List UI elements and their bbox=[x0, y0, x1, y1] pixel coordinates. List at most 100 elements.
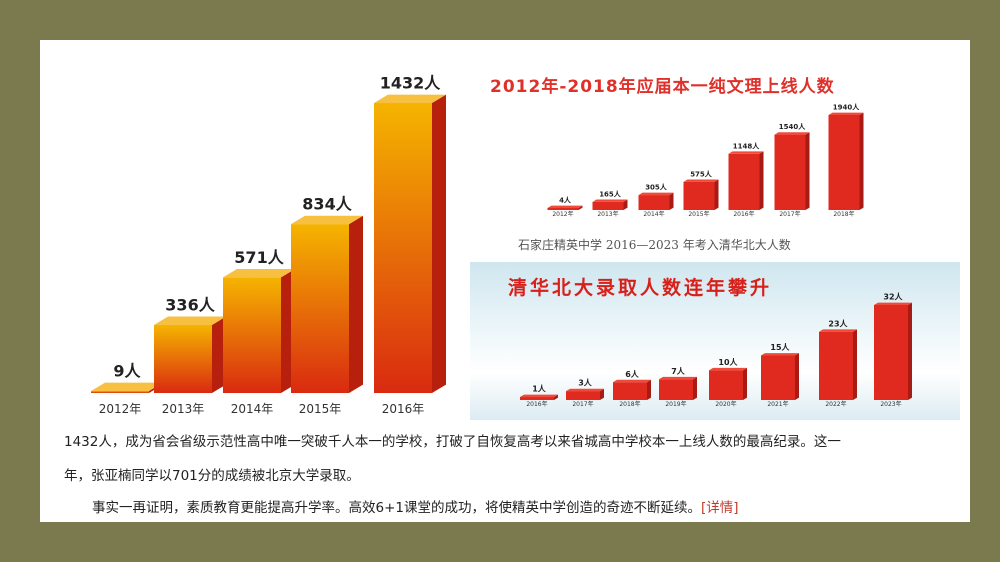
bar-top bbox=[520, 394, 558, 398]
data-label: 571人 bbox=[234, 248, 284, 267]
bar-top bbox=[819, 329, 857, 332]
data-label: 7人 bbox=[671, 366, 686, 376]
bar-top bbox=[683, 179, 719, 182]
category-label: 2018年 bbox=[619, 400, 640, 408]
bar-side bbox=[805, 132, 810, 210]
data-label: 1540人 bbox=[779, 122, 806, 131]
bar-side bbox=[432, 94, 446, 393]
data-label: 10人 bbox=[718, 357, 738, 367]
bar-top bbox=[374, 94, 446, 103]
bar-side bbox=[859, 112, 864, 210]
category-label: 2020年 bbox=[715, 400, 736, 408]
bar-top bbox=[547, 205, 583, 208]
category-label: 2017年 bbox=[779, 210, 800, 218]
bar-side bbox=[647, 379, 651, 400]
bar-top bbox=[774, 132, 810, 135]
bar bbox=[659, 379, 693, 400]
category-label: 2016年 bbox=[382, 402, 425, 416]
category-label: 2015年 bbox=[299, 402, 342, 416]
data-label: 336人 bbox=[165, 296, 215, 315]
bar-top bbox=[761, 353, 799, 356]
bar bbox=[761, 355, 795, 400]
bar-side bbox=[212, 316, 226, 393]
category-label: 2016年 bbox=[733, 210, 754, 218]
bar-side bbox=[693, 376, 697, 400]
bar-top bbox=[638, 192, 674, 196]
bar bbox=[91, 391, 149, 393]
bar bbox=[683, 181, 715, 210]
data-label: 834人 bbox=[302, 195, 352, 214]
bar-top bbox=[592, 199, 628, 202]
category-label: 2012年 bbox=[99, 402, 142, 416]
chart-2012-2016: 9人 2012年 336人 2013年 571人 2014年 834人 2015年 1432人 2… bbox=[91, 74, 446, 416]
bar bbox=[638, 195, 670, 210]
details-link[interactable]: [详情] bbox=[701, 500, 739, 516]
bar-side bbox=[600, 388, 604, 400]
bar-side bbox=[908, 302, 912, 400]
bar-side bbox=[853, 329, 857, 400]
bar bbox=[520, 397, 554, 400]
data-label: 305人 bbox=[645, 183, 668, 192]
data-label: 23人 bbox=[828, 318, 848, 328]
bar bbox=[613, 382, 647, 400]
category-label: 2021年 bbox=[767, 400, 788, 408]
category-label: 2023年 bbox=[880, 400, 901, 408]
category-label: 2014年 bbox=[643, 210, 664, 218]
bar-side bbox=[743, 367, 747, 400]
bar bbox=[874, 305, 908, 400]
bar-top bbox=[709, 367, 747, 371]
category-label: 2018年 bbox=[833, 210, 854, 218]
category-label: 2022年 bbox=[825, 400, 846, 408]
bar-side bbox=[578, 205, 583, 210]
bar-top bbox=[613, 379, 651, 383]
chart-caption: 石家庄精英中学 2016—2023 年考入清华北大人数 bbox=[518, 238, 791, 252]
bar-top bbox=[566, 388, 604, 392]
data-label: 3人 bbox=[578, 378, 593, 388]
bar bbox=[728, 153, 760, 210]
paragraph-line-1: 1432人，成为省会省级示范性高中唯一突破千人本一的学校，打破了自恢复高考以来省… bbox=[64, 434, 841, 450]
category-label: 2012年 bbox=[552, 210, 573, 218]
data-label: 1432人 bbox=[380, 74, 442, 93]
bar-side bbox=[554, 394, 558, 400]
bar-side bbox=[623, 199, 628, 210]
bar bbox=[154, 324, 212, 393]
data-label: 9人 bbox=[113, 362, 141, 381]
chart-title: 清华北大录取人数连年攀升 bbox=[508, 276, 772, 299]
bar bbox=[592, 201, 624, 210]
bar-top bbox=[728, 151, 764, 154]
bar bbox=[291, 224, 349, 393]
category-label: 2017年 bbox=[572, 400, 593, 408]
bar bbox=[774, 134, 806, 210]
data-label: 4人 bbox=[559, 196, 572, 205]
bar bbox=[566, 391, 600, 400]
data-label: 1148人 bbox=[733, 141, 760, 150]
data-label: 15人 bbox=[770, 342, 790, 352]
chart-2016-2023: 清华北大录取人数连年攀升 1人 2016年 3人 2017年 6人 2018年 7人 2019年… bbox=[508, 276, 912, 408]
bar-top bbox=[291, 215, 363, 225]
data-label: 6人 bbox=[625, 369, 640, 379]
category-label: 2014年 bbox=[231, 402, 274, 416]
category-label: 2016年 bbox=[526, 400, 547, 408]
bar bbox=[709, 370, 743, 400]
data-label: 1人 bbox=[532, 384, 547, 394]
paragraph-text: 事实一再证明，素质教育更能提高升学率。高效6+1课堂的成功，将使精英中学创造的奇… bbox=[92, 500, 701, 516]
bar bbox=[374, 103, 432, 393]
paragraph-line-2: 年，张亚楠同学以701分的成绩被北京大学录取。 bbox=[64, 468, 360, 484]
bar-top bbox=[223, 268, 295, 278]
bar-side bbox=[795, 353, 799, 400]
bar bbox=[223, 277, 281, 393]
category-label: 2015年 bbox=[688, 210, 709, 218]
bar-top bbox=[659, 376, 697, 380]
data-label: 32人 bbox=[883, 292, 903, 302]
bar-top bbox=[874, 302, 912, 305]
bar bbox=[819, 331, 853, 400]
bar-side bbox=[714, 179, 719, 210]
bar-side bbox=[759, 151, 764, 210]
category-label: 2013年 bbox=[162, 402, 205, 416]
bar bbox=[828, 115, 860, 210]
bar-side bbox=[349, 215, 363, 393]
chart-2012-2018: 2012年-2018年应届本一纯文理上线人数 4人 2012年 165人 2013年 30… bbox=[490, 76, 864, 218]
data-label: 1940人 bbox=[833, 103, 860, 112]
bar-side bbox=[669, 192, 674, 210]
paragraph-line-3: 事实一再证明，素质教育更能提高升学率。高效6+1课堂的成功，将使精英中学创造的奇… bbox=[92, 496, 739, 516]
